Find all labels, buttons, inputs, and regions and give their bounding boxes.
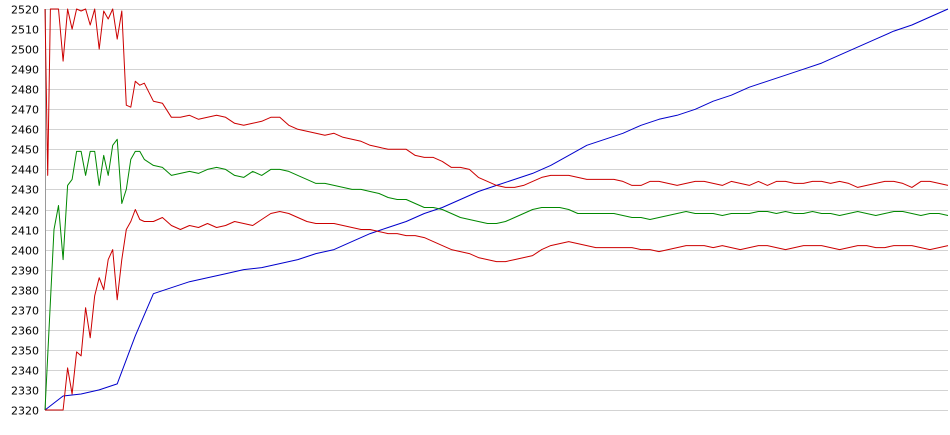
y-tick-label: 2350 [11, 345, 39, 358]
y-tick-label: 2490 [11, 64, 39, 77]
data-series [44, 8, 949, 411]
y-tick-label: 2360 [11, 325, 39, 338]
series-line-3 [44, 138, 949, 411]
y-tick-label: 2380 [11, 285, 39, 298]
y-tick-label: 2500 [11, 44, 39, 57]
y-tick-label: 2440 [11, 164, 39, 177]
y-tick-label: 2320 [11, 405, 39, 418]
y-tick-label: 2480 [11, 84, 39, 97]
y-tick-label: 2510 [11, 24, 39, 37]
y-tick-label: 2410 [11, 225, 39, 238]
y-tick-label: 2340 [11, 365, 39, 378]
y-tick-label: 2370 [11, 305, 39, 318]
y-tick-label: 2460 [11, 124, 39, 137]
series-line-4 [45, 209, 949, 411]
y-axis-tick-labels: 2320 2330 2340 2350 2360 2370 2380 2390 2400 2410… [11, 4, 39, 418]
y-tick-label: 2430 [11, 184, 39, 197]
y-tick-label: 2400 [11, 245, 39, 258]
series-line-2 [44, 8, 949, 188]
y-tick-label: 2520 [11, 4, 39, 17]
y-tick-label: 2450 [11, 144, 39, 157]
y-tick-label: 2330 [11, 385, 39, 398]
gridlines [45, 9, 948, 411]
y-tick-label: 2390 [11, 265, 39, 278]
y-tick-label: 2470 [11, 104, 39, 117]
y-tick-label: 2420 [11, 205, 39, 218]
